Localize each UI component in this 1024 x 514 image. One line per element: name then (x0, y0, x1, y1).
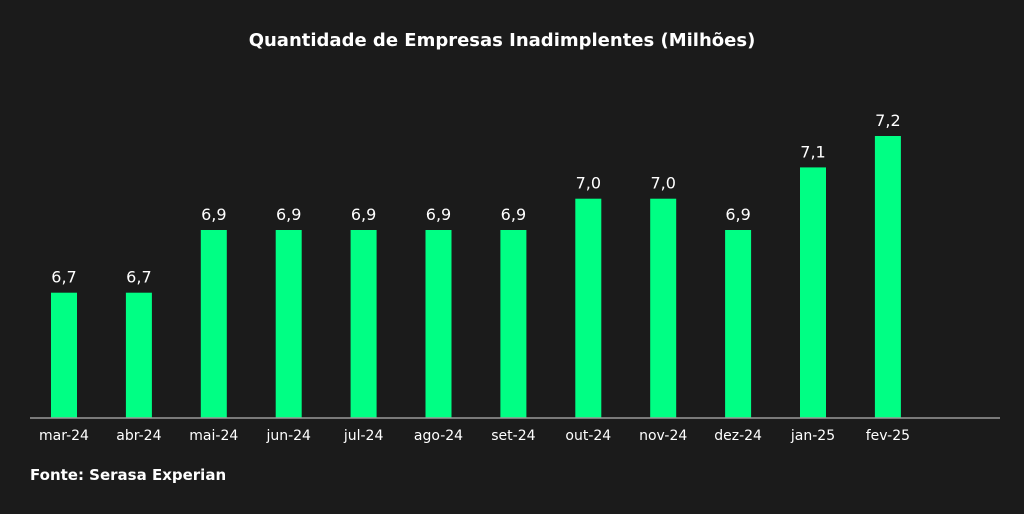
tick-label-fev-25: fev-25 (866, 428, 910, 444)
tick-labels-layer: mar-24 abr-24 mai-24 jun-24 jul-24 ago-24 set-… (39, 428, 910, 444)
bar-jul-24 (350, 230, 377, 418)
value-label-out-24: 7,0 (576, 174, 601, 193)
bar-jun-24 (275, 230, 302, 418)
bar-mai-24 (200, 230, 227, 418)
value-labels-layer: 6,7 6,7 6,9 6,9 6,9 6,9 6,9 7,0 7,0 6,9 7,1 7,2 (51, 111, 900, 287)
bars-layer (51, 136, 901, 418)
tick-label-mai-24: mai-24 (189, 428, 238, 444)
bar-abr-24 (125, 292, 152, 418)
tick-label-set-24: set-24 (491, 428, 535, 444)
tick-label-jun-24: jun-24 (265, 428, 311, 444)
value-label-jan-25: 7,1 (800, 142, 825, 161)
tick-label-jan-25: jan-25 (790, 428, 835, 444)
value-label-jun-24: 6,9 (276, 205, 301, 224)
value-label-ago-24: 6,9 (426, 205, 451, 224)
chart-title: Quantidade de Empresas Inadimplentes (Mi… (248, 30, 756, 51)
value-label-mar-24: 6,7 (51, 268, 76, 287)
bar-set-24 (500, 230, 527, 418)
bar-fev-25 (874, 136, 901, 418)
value-label-jul-24: 6,9 (351, 205, 376, 224)
tick-label-out-24: out-24 (565, 428, 611, 444)
value-label-fev-25: 7,2 (875, 111, 900, 130)
bar-jan-25 (800, 167, 826, 418)
tick-label-jul-24: jul-24 (343, 428, 384, 444)
value-label-abr-24: 6,7 (126, 268, 151, 287)
tick-label-mar-24: mar-24 (39, 428, 89, 444)
tick-label-ago-24: ago-24 (414, 428, 463, 444)
tick-label-nov-24: nov-24 (639, 428, 687, 444)
bar-mar-24 (51, 292, 77, 418)
value-label-mai-24: 6,9 (201, 205, 226, 224)
value-label-nov-24: 7,0 (650, 174, 675, 193)
bar-dez-24 (725, 230, 752, 418)
tick-label-dez-24: dez-24 (714, 428, 762, 444)
value-label-set-24: 6,9 (501, 205, 526, 224)
bar-nov-24 (650, 198, 677, 418)
value-label-dez-24: 6,9 (725, 205, 750, 224)
bar-out-24 (575, 198, 602, 418)
bar-ago-24 (425, 230, 452, 418)
tick-label-abr-24: abr-24 (116, 428, 161, 444)
source-note: Fonte: Serasa Experian (30, 466, 227, 484)
